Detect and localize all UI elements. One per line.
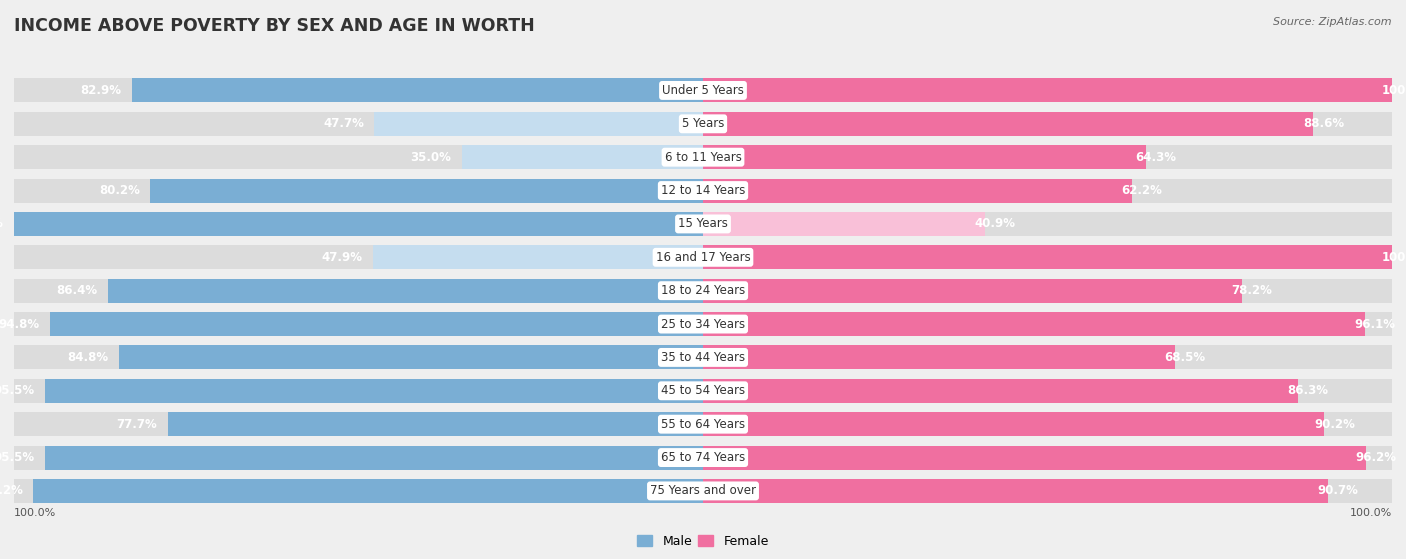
Bar <box>14 412 703 436</box>
Text: 100.0%: 100.0% <box>0 217 4 230</box>
Bar <box>703 212 984 236</box>
Bar <box>14 178 703 202</box>
Text: 62.2%: 62.2% <box>1121 184 1163 197</box>
Bar <box>703 78 1392 102</box>
Text: 88.6%: 88.6% <box>1303 117 1344 130</box>
Text: 64.3%: 64.3% <box>1136 151 1177 164</box>
Text: 100.0%: 100.0% <box>1382 84 1406 97</box>
Text: 55 to 64 Years: 55 to 64 Years <box>661 418 745 430</box>
Bar <box>703 212 1392 236</box>
Text: 68.5%: 68.5% <box>1164 351 1206 364</box>
Bar <box>703 345 1175 369</box>
Bar <box>14 479 703 503</box>
Text: INCOME ABOVE POVERTY BY SEX AND AGE IN WORTH: INCOME ABOVE POVERTY BY SEX AND AGE IN W… <box>14 17 534 35</box>
Bar <box>14 245 703 269</box>
Text: 40.9%: 40.9% <box>974 217 1015 230</box>
Text: 100.0%: 100.0% <box>1350 508 1392 518</box>
Bar <box>703 178 1132 202</box>
Bar <box>703 412 1324 436</box>
Bar <box>703 178 1392 202</box>
Bar <box>703 412 1392 436</box>
Bar <box>14 78 703 102</box>
Bar <box>34 479 703 503</box>
Bar <box>132 78 703 102</box>
Text: 78.2%: 78.2% <box>1232 284 1272 297</box>
Bar <box>49 312 703 336</box>
Bar <box>150 178 703 202</box>
Bar <box>703 479 1327 503</box>
Bar <box>373 245 703 269</box>
Text: 86.4%: 86.4% <box>56 284 97 297</box>
Bar <box>14 345 703 369</box>
Text: 45 to 54 Years: 45 to 54 Years <box>661 384 745 397</box>
Bar <box>703 279 1241 302</box>
Bar <box>703 379 1298 403</box>
Text: 15 Years: 15 Years <box>678 217 728 230</box>
Text: 18 to 24 Years: 18 to 24 Years <box>661 284 745 297</box>
Bar <box>14 212 703 236</box>
Bar <box>703 112 1313 136</box>
Text: 90.7%: 90.7% <box>1317 485 1358 498</box>
Bar <box>461 145 703 169</box>
Text: 95.5%: 95.5% <box>0 384 35 397</box>
Bar <box>703 379 1392 403</box>
Legend: Male, Female: Male, Female <box>633 530 773 553</box>
Text: 25 to 34 Years: 25 to 34 Years <box>661 318 745 330</box>
Bar <box>45 446 703 470</box>
Text: 75 Years and over: 75 Years and over <box>650 485 756 498</box>
Bar <box>703 145 1146 169</box>
Bar <box>703 479 1392 503</box>
Bar <box>14 279 703 302</box>
Bar <box>45 379 703 403</box>
Text: 47.7%: 47.7% <box>323 117 364 130</box>
Bar <box>703 112 1392 136</box>
Text: 96.2%: 96.2% <box>1355 451 1396 464</box>
Bar <box>703 279 1392 302</box>
Text: 84.8%: 84.8% <box>67 351 108 364</box>
Bar <box>14 446 703 470</box>
Bar <box>14 145 703 169</box>
Text: 35.0%: 35.0% <box>411 151 451 164</box>
Text: 100.0%: 100.0% <box>1382 251 1406 264</box>
Bar <box>703 245 1392 269</box>
Bar <box>703 145 1392 169</box>
Bar <box>14 112 703 136</box>
Text: 86.3%: 86.3% <box>1288 384 1329 397</box>
Text: 47.9%: 47.9% <box>322 251 363 264</box>
Text: 82.9%: 82.9% <box>80 84 121 97</box>
Text: 16 and 17 Years: 16 and 17 Years <box>655 251 751 264</box>
Text: 6 to 11 Years: 6 to 11 Years <box>665 151 741 164</box>
Bar <box>14 312 703 336</box>
Text: 90.2%: 90.2% <box>1315 418 1355 430</box>
Bar <box>118 345 703 369</box>
Text: 12 to 14 Years: 12 to 14 Years <box>661 184 745 197</box>
Bar <box>703 78 1392 102</box>
Text: 80.2%: 80.2% <box>100 184 141 197</box>
Text: 65 to 74 Years: 65 to 74 Years <box>661 451 745 464</box>
Bar <box>703 312 1365 336</box>
Bar <box>703 446 1365 470</box>
Text: 100.0%: 100.0% <box>14 508 56 518</box>
Bar <box>703 446 1392 470</box>
Bar <box>703 245 1392 269</box>
Text: 77.7%: 77.7% <box>117 418 157 430</box>
Bar <box>703 312 1392 336</box>
Text: 96.1%: 96.1% <box>1355 318 1396 330</box>
Text: 95.5%: 95.5% <box>0 451 35 464</box>
Bar <box>14 379 703 403</box>
Text: 35 to 44 Years: 35 to 44 Years <box>661 351 745 364</box>
Bar <box>108 279 703 302</box>
Text: Under 5 Years: Under 5 Years <box>662 84 744 97</box>
Bar <box>14 212 703 236</box>
Text: Source: ZipAtlas.com: Source: ZipAtlas.com <box>1274 17 1392 27</box>
Text: 97.2%: 97.2% <box>0 485 22 498</box>
Text: 94.8%: 94.8% <box>0 318 39 330</box>
Text: 5 Years: 5 Years <box>682 117 724 130</box>
Bar <box>703 345 1392 369</box>
Bar <box>374 112 703 136</box>
Bar <box>167 412 703 436</box>
